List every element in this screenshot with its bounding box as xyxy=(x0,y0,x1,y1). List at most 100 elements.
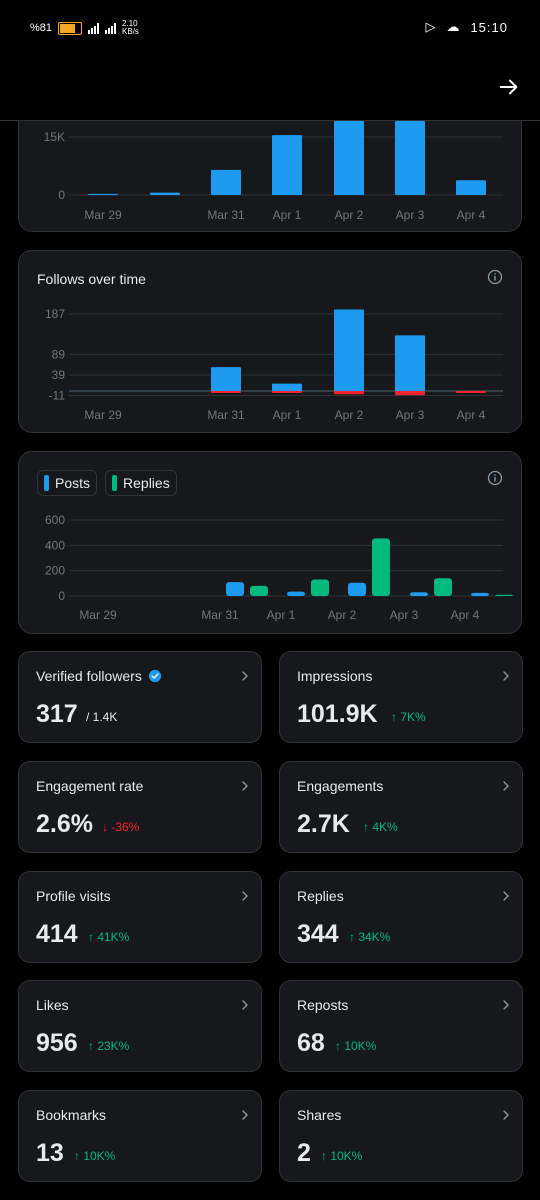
stat-label: Likes xyxy=(36,997,69,1013)
stat-change: ↑ 10K% xyxy=(321,1149,363,1163)
stat-card-impressions[interactable]: Impressions 101.9K ↑ 7K% xyxy=(279,651,523,743)
chevron-right-icon xyxy=(242,1110,248,1120)
replies-bar[interactable] xyxy=(434,578,452,596)
y-tick-label: 187 xyxy=(45,307,65,321)
chevron-right-icon xyxy=(503,1110,509,1120)
stat-change: ↑ 23K% xyxy=(88,1039,130,1053)
stat-label: Bookmarks xyxy=(36,1107,106,1123)
x-tick-label: Mar 29 xyxy=(84,408,122,422)
unfollows-bar[interactable] xyxy=(334,391,364,395)
x-tick-label: Apr 1 xyxy=(273,408,302,422)
follows-gained-bar[interactable] xyxy=(334,309,364,391)
stat-label: Verified followers xyxy=(36,668,162,684)
stat-label-text: Bookmarks xyxy=(36,1107,107,1123)
stat-label: Profile visits xyxy=(36,888,111,904)
impressions-chart: 15K 0 Mar 29 Mar 31 Apr 1 Apr 2 Apr 3 Apr 4 xyxy=(44,121,503,222)
follows-chart: 187 89 39 -11 Mar 29 Mar 31 Apr 1 Apr 2 Apr 3 Apr… xyxy=(45,307,503,422)
impressions-bar[interactable] xyxy=(395,121,425,195)
info-icon[interactable] xyxy=(487,269,503,285)
stat-label-text: Likes xyxy=(36,997,69,1013)
chevron-right-icon xyxy=(242,1000,248,1010)
stat-card-replies[interactable]: Replies 344 ↑ 34K% xyxy=(279,871,523,963)
y-tick-label: 39 xyxy=(52,368,66,382)
x-tick-label: Apr 4 xyxy=(457,208,486,222)
posts-bar[interactable] xyxy=(348,582,366,596)
x-tick-label: Apr 2 xyxy=(328,608,357,622)
status-bar: %81 2.10 KB/s ▷ ☁ 15:10 xyxy=(0,0,540,58)
replies-bar[interactable] xyxy=(372,538,390,596)
follows-gained-bar[interactable] xyxy=(211,367,241,391)
clock: 15:10 xyxy=(470,19,508,35)
stat-value: 956 xyxy=(36,1029,78,1057)
unfollows-bar[interactable] xyxy=(211,391,241,393)
stat-label-text: Replies xyxy=(297,888,344,904)
chevron-right-icon xyxy=(242,781,248,791)
stat-card-engagements[interactable]: Engagements 2.7K ↑ 4K% xyxy=(279,761,523,853)
stat-card-likes[interactable]: Likes 956 ↑ 23K% xyxy=(18,980,262,1072)
forward-arrow-icon[interactable] xyxy=(498,76,520,98)
replies-bar[interactable] xyxy=(311,579,329,596)
x-tick-label: Apr 1 xyxy=(267,608,296,622)
stat-value: 317 xyxy=(36,700,78,728)
stat-value: 2.6% xyxy=(36,810,93,838)
stat-label-text: Profile visits xyxy=(36,888,111,904)
posts-replies-chart: 600 400 200 0 Mar 29 Mar 31 Apr 1 Apr 2 Apr 3 Apr… xyxy=(45,513,513,622)
stat-change: ↓ -36% xyxy=(102,820,140,834)
stat-value: 414 xyxy=(36,920,78,948)
follows-chart-title: Follows over time xyxy=(37,271,146,287)
legend-replies[interactable]: Replies xyxy=(105,470,177,496)
stat-change: ↑ 34K% xyxy=(349,930,391,944)
unfollows-bar[interactable] xyxy=(272,391,302,393)
legend-posts[interactable]: Posts xyxy=(37,470,98,496)
stat-label: Impressions xyxy=(297,668,372,684)
network-speed: 2.10 KB/s xyxy=(122,19,139,36)
impressions-bar[interactable] xyxy=(150,192,180,195)
y-tick-label: 600 xyxy=(45,513,65,527)
impressions-bar[interactable] xyxy=(272,135,302,195)
stat-card-engagement-rate[interactable]: Engagement rate 2.6% ↓ -36% xyxy=(18,761,262,853)
impressions-bar[interactable] xyxy=(334,121,364,195)
replies-bar[interactable] xyxy=(250,585,268,596)
replies-bar[interactable] xyxy=(495,594,513,596)
legend-posts-label: Posts xyxy=(55,475,91,491)
x-tick-label: Apr 1 xyxy=(273,208,302,222)
stat-label: Engagements xyxy=(297,778,383,794)
y-tick-label: 400 xyxy=(45,538,65,552)
posts-bar[interactable] xyxy=(287,591,305,596)
info-icon[interactable] xyxy=(487,470,503,486)
verified-badge-icon xyxy=(148,669,161,683)
stat-card-reposts[interactable]: Reposts 68 ↑ 10K% xyxy=(279,980,523,1072)
stat-card-profile-visits[interactable]: Profile visits 414 ↑ 41K% xyxy=(18,871,262,963)
status-left: %81 2.10 KB/s xyxy=(30,20,139,36)
x-tick-label: Mar 29 xyxy=(84,208,122,222)
x-tick-label: Mar 31 xyxy=(207,208,245,222)
stat-change: ↑ 4K% xyxy=(363,820,398,834)
stat-change: ↑ 7K% xyxy=(391,710,426,724)
status-right: ▷ ☁ 15:10 xyxy=(425,19,508,35)
unfollows-bar[interactable] xyxy=(395,391,425,396)
posts-bar[interactable] xyxy=(226,582,244,596)
impressions-bar[interactable] xyxy=(211,169,241,195)
stat-card-shares[interactable]: Shares 2 ↑ 10K% xyxy=(279,1090,523,1182)
play-icon: ▷ xyxy=(425,19,437,34)
stat-value: 2 xyxy=(297,1139,311,1167)
x-tick-label: Apr 2 xyxy=(335,208,364,222)
impressions-bar[interactable] xyxy=(456,180,486,195)
stat-label-text: Verified followers xyxy=(36,668,142,684)
follows-gained-bar[interactable] xyxy=(272,383,302,391)
stat-change: ↑ 41K% xyxy=(88,930,130,944)
x-tick-label: Apr 4 xyxy=(451,608,480,622)
x-tick-label: Apr 2 xyxy=(335,408,364,422)
unfollows-bar[interactable] xyxy=(456,391,486,393)
stat-label-text: Engagement rate xyxy=(36,778,144,794)
x-tick-label: Apr 3 xyxy=(396,408,425,422)
follows-gained-bar[interactable] xyxy=(395,335,425,391)
stat-card-bookmarks[interactable]: Bookmarks 13 ↑ 10K% xyxy=(18,1090,262,1182)
chevron-right-icon xyxy=(503,781,509,791)
stat-card-verified-followers[interactable]: Verified followers 317 / 1.4K xyxy=(18,651,262,743)
x-tick-label: Mar 31 xyxy=(207,408,245,422)
posts-bar[interactable] xyxy=(410,592,428,596)
posts-bar[interactable] xyxy=(471,592,489,596)
impressions-bar[interactable] xyxy=(88,193,118,195)
stat-label-text: Engagements xyxy=(297,778,384,794)
